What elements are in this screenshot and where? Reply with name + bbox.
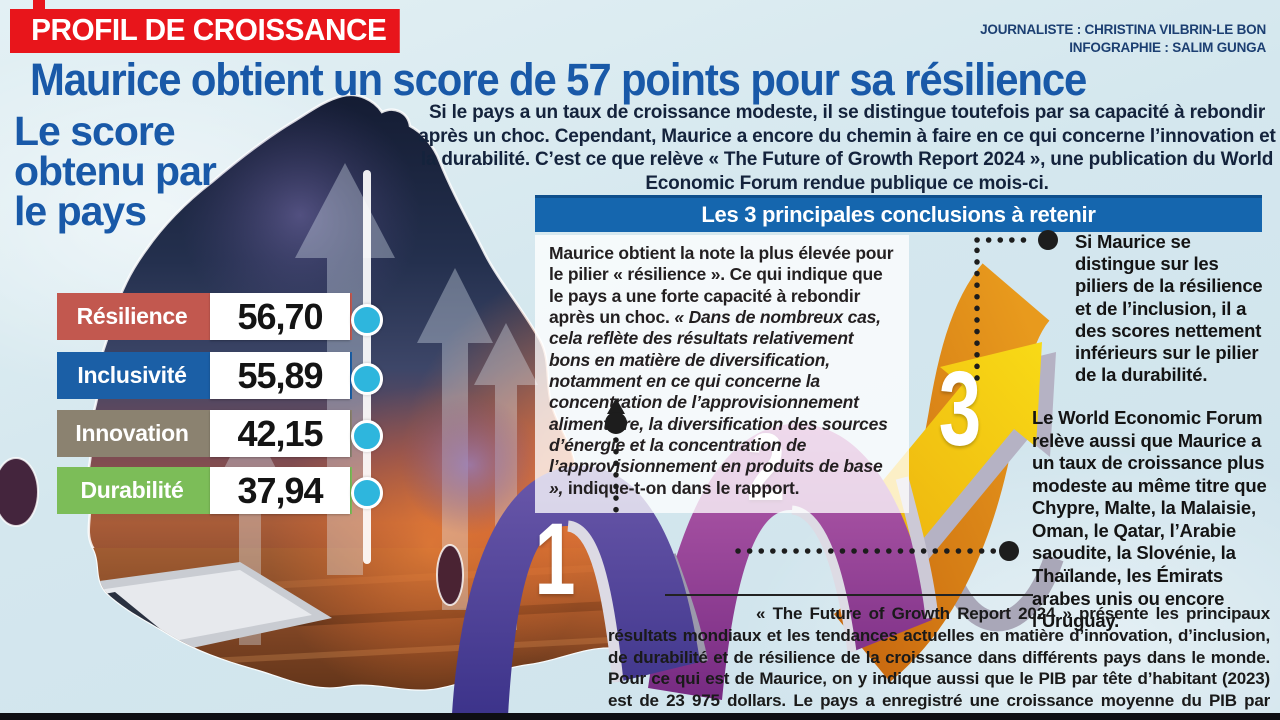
score-value: 56,70 bbox=[237, 295, 323, 337]
journalist-credit: JOURNALISTE : CHRISTINA VILBRIN-LE BON bbox=[980, 22, 1266, 37]
endpoint-dot bbox=[1038, 230, 1058, 250]
score-row-durabilite: Durabilité 37,94 bbox=[57, 467, 352, 514]
page-title: Maurice obtient un score de 57 points po… bbox=[30, 54, 1087, 105]
pin-icon bbox=[605, 412, 627, 434]
endpoint-dot bbox=[999, 541, 1019, 561]
score-label: Innovation bbox=[75, 420, 189, 446]
pin-icon bbox=[607, 398, 625, 414]
bottom-border bbox=[0, 713, 1280, 720]
intro-paragraph: Si le pays a un taux de croissance modes… bbox=[418, 102, 1276, 194]
conclusion-1-quote: « Dans de nombreux cas, cela reflète des… bbox=[549, 307, 888, 498]
score-value-box: 37,94 bbox=[210, 467, 350, 514]
score-value-box: 56,70 bbox=[210, 293, 350, 340]
wave-1-indigo bbox=[452, 465, 700, 716]
score-row-inclusivite: Inclusivité 55,89 bbox=[57, 352, 352, 399]
score-value-box: 55,89 bbox=[210, 352, 350, 399]
conclusion-1-lead: Maurice obtient la note la plus élevée p… bbox=[549, 243, 894, 328]
score-label: Résilience bbox=[76, 303, 188, 329]
conclusion-1-tail: indique-t-on dans le rapport. bbox=[563, 477, 800, 498]
timeline-dot bbox=[351, 304, 383, 336]
footer-divider bbox=[665, 594, 1033, 596]
conclusion-2-paragraph: Le World Economic Forum relève aussi que… bbox=[1032, 407, 1267, 632]
timeline-dot bbox=[351, 420, 383, 452]
infographer-credit: INFOGRAPHIE : SALIM GUNGA bbox=[1069, 39, 1266, 55]
step-number-3: 3 bbox=[938, 350, 982, 468]
score-value: 55,89 bbox=[237, 354, 323, 396]
step-number-1: 1 bbox=[534, 502, 576, 616]
conclusion-1-paragraph: Maurice obtient la note la plus élevée p… bbox=[535, 235, 909, 514]
score-value: 42,15 bbox=[237, 412, 323, 454]
islet bbox=[0, 457, 39, 527]
score-row-innovation: Innovation 42,15 bbox=[57, 410, 352, 457]
conclusion-3-paragraph: Si Maurice se distingue sur les piliers … bbox=[1075, 231, 1263, 386]
islet bbox=[436, 544, 464, 606]
timeline-dot bbox=[351, 363, 383, 395]
section-kicker: PROFIL DE CROISSANCE bbox=[10, 9, 400, 53]
byline-credits: JOURNALISTE : CHRISTINA VILBRIN-LE BON I… bbox=[980, 21, 1266, 56]
score-row-resilience: Résilience 56,70 bbox=[57, 293, 352, 340]
score-value: 37,94 bbox=[237, 469, 323, 511]
score-value-box: 42,15 bbox=[210, 410, 350, 457]
timeline-dot bbox=[351, 477, 383, 509]
score-panel-title: Le score obtenu par le pays bbox=[14, 108, 217, 234]
red-tab bbox=[33, 0, 45, 10]
score-label: Inclusivité bbox=[77, 362, 187, 388]
footer-paragraph: « The Future of Growth Report 2024 » pré… bbox=[608, 604, 1270, 720]
score-label: Durabilité bbox=[80, 477, 184, 503]
conclusions-banner: Les 3 principales conclusions à retenir bbox=[535, 198, 1262, 232]
